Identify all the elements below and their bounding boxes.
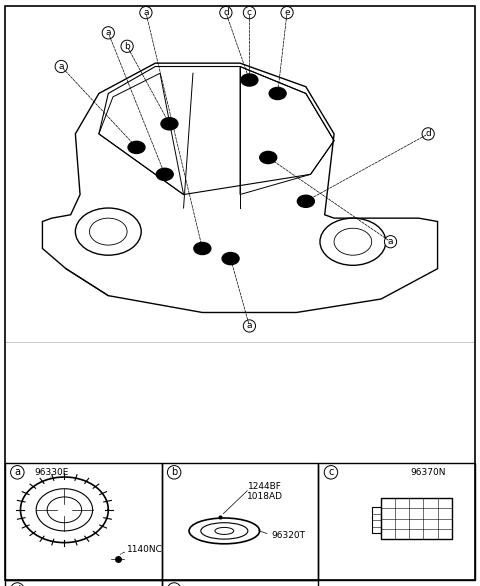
Text: e: e — [171, 584, 177, 586]
Text: a: a — [388, 237, 393, 246]
Circle shape — [194, 243, 211, 254]
Circle shape — [156, 168, 173, 180]
Bar — [372, 507, 381, 533]
Text: a: a — [106, 28, 111, 38]
Text: 96330E: 96330E — [35, 468, 69, 477]
Circle shape — [128, 141, 145, 154]
Text: b: b — [124, 42, 130, 51]
Text: 1140NC: 1140NC — [127, 545, 163, 554]
Text: 96320T: 96320T — [271, 531, 305, 540]
Circle shape — [222, 253, 239, 265]
Circle shape — [269, 87, 286, 100]
Circle shape — [241, 74, 258, 86]
Text: c: c — [247, 8, 252, 17]
Bar — [381, 498, 452, 539]
Text: c: c — [328, 467, 334, 478]
Text: a: a — [143, 8, 149, 17]
Text: d: d — [425, 130, 431, 138]
Circle shape — [161, 118, 178, 130]
Circle shape — [298, 195, 314, 207]
Text: b: b — [171, 467, 177, 478]
Text: e: e — [284, 8, 290, 17]
Circle shape — [260, 151, 276, 163]
Text: 1018AD: 1018AD — [247, 492, 283, 502]
Text: 96370N: 96370N — [410, 468, 446, 477]
Text: a: a — [247, 322, 252, 331]
Text: d: d — [223, 8, 229, 17]
Text: d: d — [14, 584, 21, 586]
Text: a: a — [14, 467, 20, 478]
Text: a: a — [59, 62, 64, 71]
Text: 1244BF: 1244BF — [248, 482, 282, 491]
